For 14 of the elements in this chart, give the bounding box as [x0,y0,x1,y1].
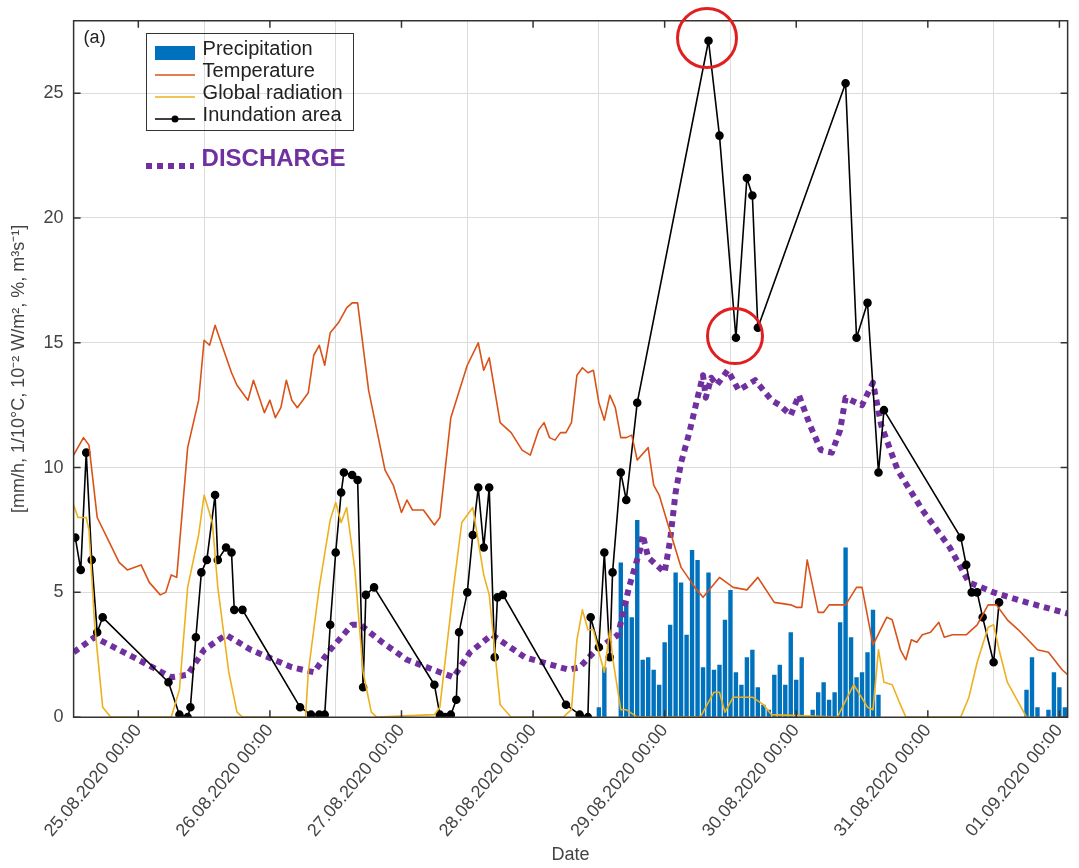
y-tick-label: 20 [43,206,64,227]
y-tick-label: 25 [43,82,64,103]
annotation: (a) [83,26,106,47]
y-tick-label: 0 [53,706,64,727]
legend-label: DISCHARGE [201,143,346,172]
y-tick-label: 15 [43,331,64,352]
legend-label: Global radiation [202,81,343,105]
x-axis-title: Date [551,844,590,865]
y-tick-label: 10 [43,456,64,477]
y-tick-label: 5 [53,581,64,602]
legend-label: Temperature [202,59,315,83]
legend-label: Inundation area [202,103,342,127]
y-axis-title: [mm/h, 1/10°C, 10⁻² W/m², %, m³s⁻¹] [7,224,28,514]
legend-label: Precipitation [202,37,313,61]
